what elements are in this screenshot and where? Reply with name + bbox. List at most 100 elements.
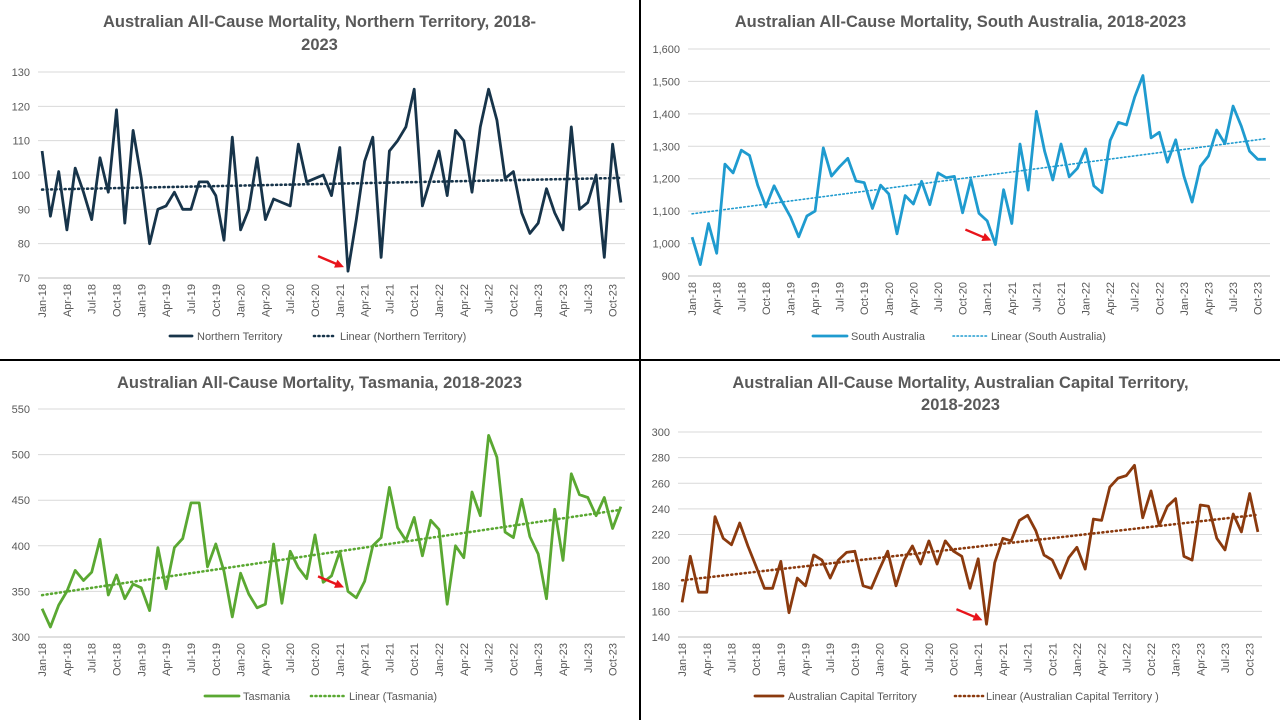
x-tick-label: Jul-20 xyxy=(285,284,297,314)
x-tick-label: Jan-20 xyxy=(236,284,248,318)
x-tick-label: Oct-18 xyxy=(112,643,124,676)
x-tick-label: Apr-21 xyxy=(998,643,1010,676)
legend-label-trend: Linear (South Australia) xyxy=(991,331,1106,343)
x-tick-label: Oct-20 xyxy=(310,284,322,317)
y-tick-label: 1,000 xyxy=(652,239,680,251)
y-tick-label: 160 xyxy=(652,606,670,618)
chart-title-line: 2023 xyxy=(301,36,338,54)
legend-label-trend: Linear (Australian Capital Territory ) xyxy=(986,691,1159,703)
y-tick-label: 1,200 xyxy=(652,174,680,186)
chart-title-line: Australian All-Cause Mortality, Tasmania… xyxy=(117,374,522,392)
y-tick-label: 1,500 xyxy=(652,76,680,88)
legend-label-trend: Linear (Northern Territory) xyxy=(340,331,466,343)
x-tick-label: Jan-22 xyxy=(434,643,446,677)
x-tick-label: Jul-18 xyxy=(87,643,99,673)
x-tick-label: Jan-18 xyxy=(687,282,699,316)
x-tick-label: Apr-23 xyxy=(558,643,570,676)
x-tick-label: Jan-22 xyxy=(1081,282,1093,316)
x-tick-label: Apr-20 xyxy=(908,282,920,315)
x-tick-label: Jul-21 xyxy=(1023,643,1035,673)
x-tick-label: Jul-23 xyxy=(583,284,595,314)
x-tick-label: Oct-19 xyxy=(211,284,223,317)
x-tick-label: Jan-18 xyxy=(37,284,49,318)
x-tick-label: Apr-22 xyxy=(1097,643,1109,676)
x-tick-label: Jul-22 xyxy=(1121,643,1133,673)
y-tick-label: 1,400 xyxy=(652,109,680,121)
chart-title-line: 2018-2023 xyxy=(921,396,1000,414)
chart-panel-south-australia: Australian All-Cause Mortality, South Au… xyxy=(641,0,1280,359)
y-tick-label: 100 xyxy=(12,170,30,182)
x-tick-label: Jul-22 xyxy=(1130,282,1142,312)
x-tick-label: Oct-19 xyxy=(859,282,871,315)
x-tick-label: Apr-18 xyxy=(62,284,74,317)
y-tick-label: 1,100 xyxy=(652,206,680,218)
x-tick-label: Apr-20 xyxy=(260,643,272,676)
x-tick-label: Apr-20 xyxy=(260,284,272,317)
x-tick-label: Oct-20 xyxy=(949,643,961,676)
y-tick-label: 500 xyxy=(12,450,30,462)
y-tick-label: 300 xyxy=(652,427,670,439)
red-arrow-head xyxy=(972,612,983,621)
x-tick-label: Apr-19 xyxy=(161,643,173,676)
x-tick-label: Apr-18 xyxy=(62,643,74,676)
x-tick-label: Jul-18 xyxy=(87,284,99,314)
x-tick-label: Apr-22 xyxy=(459,643,471,676)
chart-title-line: Australian All-Cause Mortality, South Au… xyxy=(735,13,1186,31)
red-arrow-head xyxy=(334,579,345,588)
x-tick-label: Apr-23 xyxy=(558,284,570,317)
legend-label-series: Tasmania xyxy=(243,691,291,703)
x-tick-label: Jan-21 xyxy=(335,643,347,677)
x-tick-label: Apr-23 xyxy=(1204,282,1216,315)
y-tick-label: 70 xyxy=(18,273,30,285)
x-tick-label: Jul-20 xyxy=(285,643,297,673)
x-tick-label: Oct-18 xyxy=(761,282,773,315)
chart-title-line: Australian All-Cause Mortality, Northern… xyxy=(103,13,536,31)
y-tick-label: 120 xyxy=(12,101,30,113)
x-tick-label: Apr-23 xyxy=(1195,643,1207,676)
x-tick-label: Apr-21 xyxy=(1007,282,1019,315)
series-line xyxy=(680,463,1260,626)
x-tick-label: Jan-19 xyxy=(136,284,148,318)
legend-label-series: Northern Territory xyxy=(197,331,283,343)
x-tick-label: Apr-22 xyxy=(459,284,471,317)
series-line xyxy=(40,87,623,273)
x-tick-label: Oct-18 xyxy=(112,284,124,317)
x-tick-label: Apr-21 xyxy=(360,284,372,317)
chart-svg-tasmania: Australian All-Cause Mortality, Tasmania… xyxy=(12,374,625,703)
red-arrow-head xyxy=(981,233,992,242)
x-tick-label: Jul-19 xyxy=(825,643,837,673)
x-tick-label: Jul-22 xyxy=(484,284,496,314)
y-tick-label: 110 xyxy=(12,136,30,148)
x-tick-label: Oct-22 xyxy=(1146,643,1158,676)
x-tick-label: Jul-20 xyxy=(924,643,936,673)
x-tick-label: Apr-18 xyxy=(702,643,714,676)
y-tick-label: 180 xyxy=(652,581,670,593)
y-tick-label: 260 xyxy=(652,478,670,490)
x-tick-label: Jan-21 xyxy=(973,643,985,677)
x-tick-label: Oct-22 xyxy=(508,643,520,676)
x-tick-label: Jul-18 xyxy=(736,282,748,312)
x-tick-label: Jan-20 xyxy=(884,282,896,316)
chart-svg-south-australia: Australian All-Cause Mortality, South Au… xyxy=(652,13,1270,343)
x-tick-label: Jul-23 xyxy=(1228,282,1240,312)
x-tick-label: Apr-18 xyxy=(712,282,724,315)
x-tick-label: Oct-21 xyxy=(1047,643,1059,676)
x-tick-label: Oct-23 xyxy=(1253,282,1265,315)
x-tick-label: Oct-23 xyxy=(1245,643,1257,676)
x-tick-label: Jan-21 xyxy=(335,284,347,318)
chart-title-line: Australian All-Cause Mortality, Australi… xyxy=(732,374,1188,392)
trendline xyxy=(40,508,623,597)
x-tick-label: Oct-20 xyxy=(310,643,322,676)
trendline xyxy=(680,513,1260,582)
x-tick-label: Jan-22 xyxy=(434,284,446,318)
x-tick-label: Jan-20 xyxy=(236,643,248,677)
y-tick-label: 1,600 xyxy=(652,44,680,56)
legend-label-series: South Australia xyxy=(851,331,926,343)
x-tick-label: Jul-20 xyxy=(933,282,945,312)
red-arrow-shaft xyxy=(964,228,986,240)
legend-label-trend: Linear (Tasmania) xyxy=(349,691,437,703)
x-tick-label: Jul-19 xyxy=(186,643,198,673)
x-tick-label: Jan-19 xyxy=(776,643,788,677)
red-arrow-shaft xyxy=(317,255,339,266)
x-tick-label: Apr-19 xyxy=(800,643,812,676)
